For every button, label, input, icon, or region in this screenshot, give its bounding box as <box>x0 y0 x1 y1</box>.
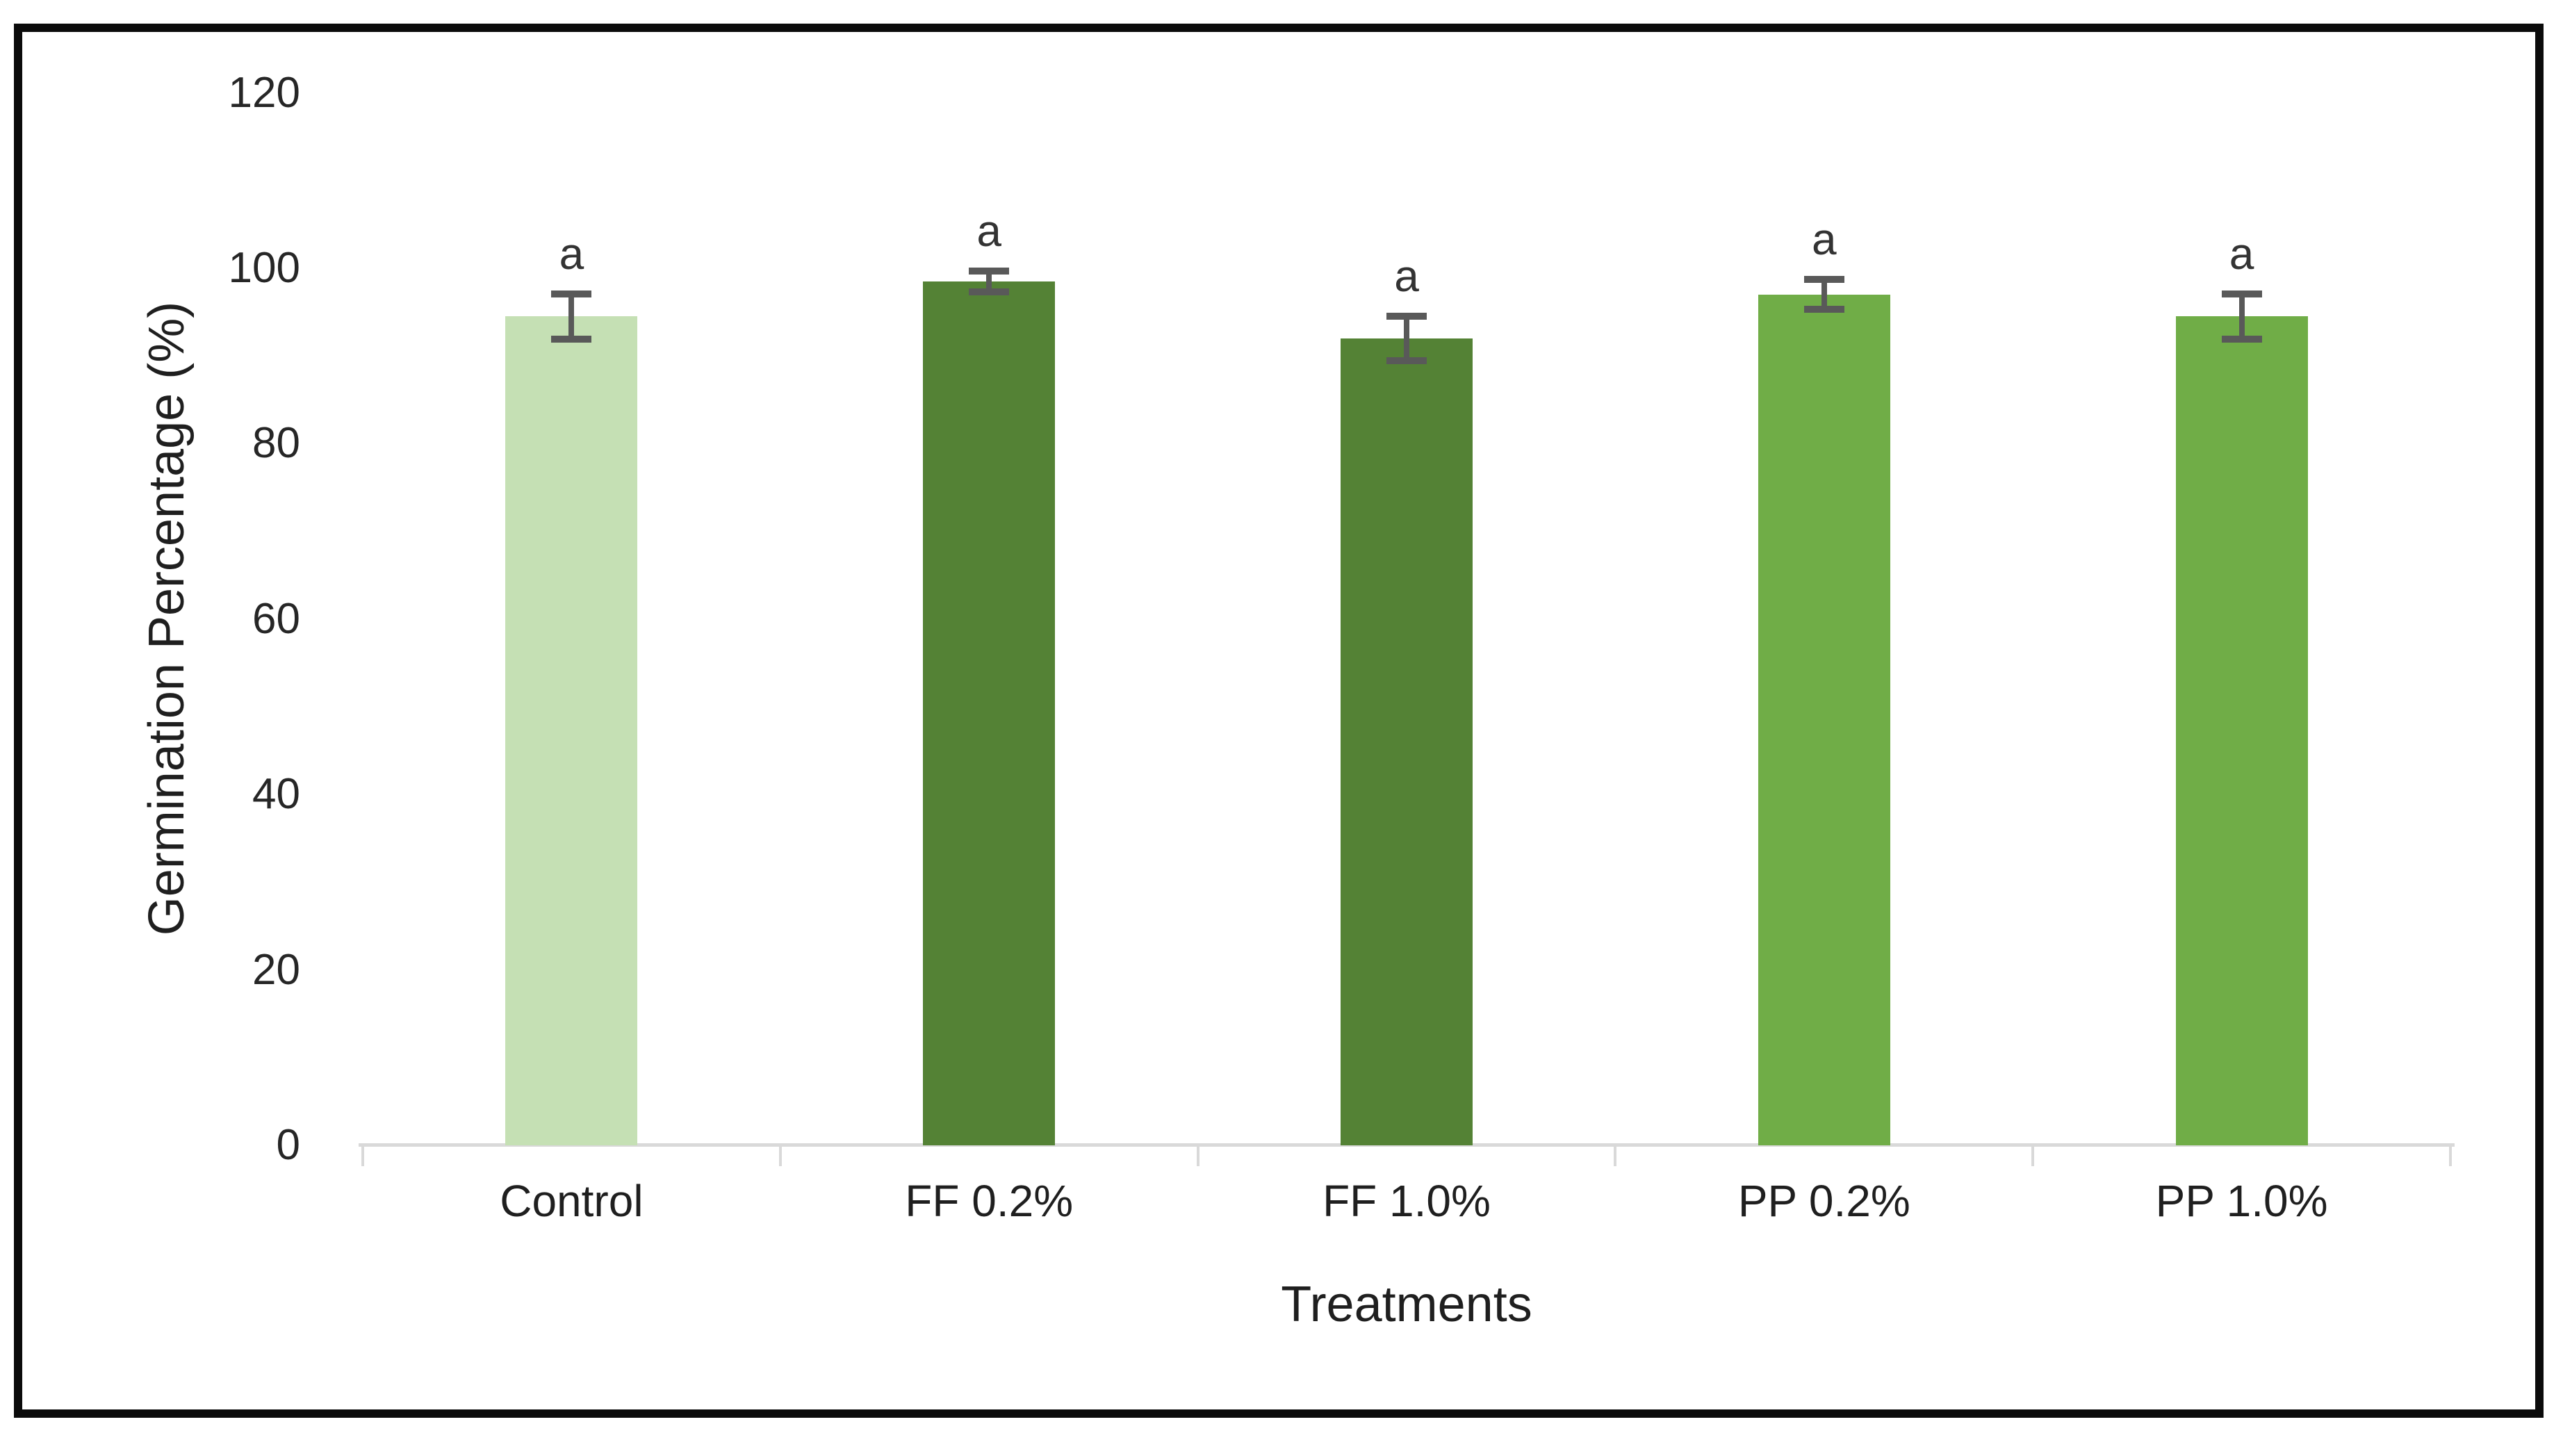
x-axis-tick <box>2449 1145 2452 1166</box>
significance-letter: a <box>976 205 1001 256</box>
x-category-label: FF 0.2% <box>905 1176 1074 1226</box>
x-category-label: PP 0.2% <box>1737 1176 1910 1226</box>
y-tick-label: 60 <box>252 594 300 643</box>
y-tick-label: 0 <box>276 1121 300 1169</box>
significance-letter: a <box>1394 251 1419 302</box>
significance-letter: a <box>1812 214 1837 265</box>
error-bar-cap <box>551 290 592 297</box>
error-bar-cap <box>551 336 592 343</box>
x-axis-tick <box>778 1145 782 1166</box>
error-bar-cap <box>2221 336 2262 343</box>
error-bar <box>568 293 575 340</box>
bar-pp-1-0- <box>2175 316 2308 1145</box>
x-category-label: Control <box>500 1176 644 1226</box>
y-tick-label: 120 <box>228 68 300 117</box>
error-bar-cap <box>969 267 1010 275</box>
x-axis-tick <box>2031 1145 2035 1166</box>
error-bar-cap <box>1386 313 1427 320</box>
y-tick-label: 20 <box>252 945 300 994</box>
x-axis-tick <box>1614 1145 1617 1166</box>
bar-ff-1-0- <box>1341 338 1473 1145</box>
y-tick-label: 80 <box>252 419 300 468</box>
x-axis-tick <box>361 1145 364 1166</box>
y-tick-label: 40 <box>252 770 300 819</box>
error-bar <box>2238 293 2245 340</box>
chart-frame <box>14 24 2544 1418</box>
error-bar-cap <box>969 288 1010 296</box>
x-category-label: FF 1.0% <box>1323 1176 1491 1226</box>
bar-pp-0-2- <box>1758 294 1890 1145</box>
bar-ff-0-2- <box>923 281 1056 1145</box>
error-bar <box>1404 316 1409 361</box>
x-category-label: PP 1.0% <box>2155 1176 2328 1226</box>
bar-control <box>505 316 638 1145</box>
error-bar-cap <box>2221 290 2262 297</box>
x-axis-tick <box>1196 1145 1199 1166</box>
y-tick-label: 100 <box>228 244 300 292</box>
error-bar-cap <box>1803 276 1844 284</box>
error-bar <box>1821 279 1827 310</box>
significance-letter: a <box>559 228 584 279</box>
error-bar <box>986 270 992 293</box>
error-bar-cap <box>1803 306 1844 313</box>
x-axis-title: Treatments <box>1281 1277 1532 1332</box>
error-bar-cap <box>1386 357 1427 364</box>
significance-letter: a <box>2229 228 2254 279</box>
